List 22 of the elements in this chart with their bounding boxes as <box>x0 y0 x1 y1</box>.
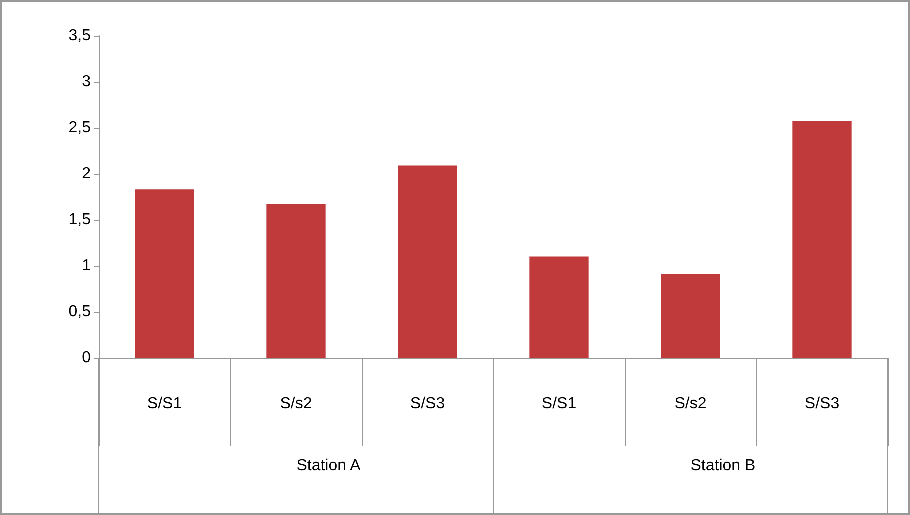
x-tick-label: S/s2 <box>674 396 707 412</box>
y-tick-label: 1,5 <box>68 212 92 228</box>
x-tick-label: S/S1 <box>542 396 577 412</box>
bar <box>135 190 194 358</box>
x-tick-label: S/S1 <box>147 396 182 412</box>
y-tick-label: 3,5 <box>68 28 92 44</box>
bar <box>266 204 326 358</box>
y-tick-label: 0,5 <box>68 304 92 320</box>
y-tick-label: 2,5 <box>68 120 92 136</box>
text: Station B <box>690 458 756 474</box>
x-tick-label: S/S3 <box>804 396 840 412</box>
bar <box>792 122 852 358</box>
bar <box>661 274 720 358</box>
x-tick-label: S/s2 <box>280 396 312 412</box>
text: Station A <box>296 458 362 474</box>
y-tick-label: 1 <box>82 258 92 274</box>
x-tick-label: S/S3 <box>410 396 446 412</box>
bar <box>530 256 589 358</box>
bar <box>398 166 458 358</box>
y-tick-label: 2 <box>82 166 92 182</box>
y-tick-label: 0 <box>82 350 92 366</box>
y-tick-label: 3 <box>82 74 92 90</box>
